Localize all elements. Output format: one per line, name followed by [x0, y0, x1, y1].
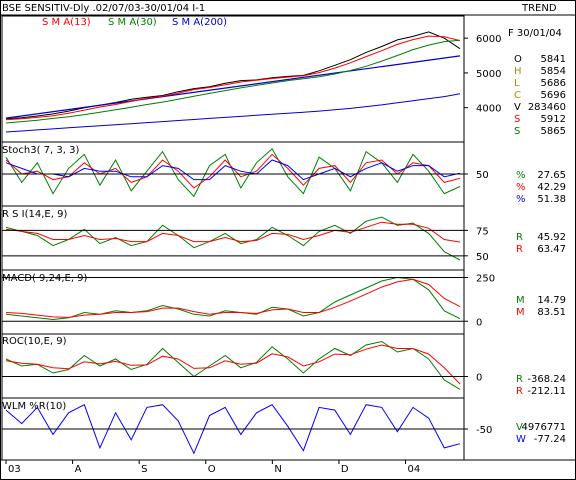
roc-value-key: R [516, 386, 523, 397]
indicator-values: % 27.65% 42.29% 51.38 R 45.92 R 63.47 M 14.79 M 83.… [516, 170, 566, 445]
roc-value: -368.24 [527, 374, 566, 385]
wlm-value: 4976771 [521, 422, 566, 433]
y-tick-label: 4000 [476, 104, 501, 115]
info-key: O [514, 54, 522, 65]
info-values: O 5841 H 5854 L 5686 C 5696 V 283460 S 5912 S 5865 [514, 54, 566, 137]
info-date: F 30/01/04 [508, 28, 562, 39]
info-value: 5912 [541, 114, 566, 125]
macd-value: 83.51 [537, 307, 566, 318]
roc-value: -212.11 [527, 386, 566, 397]
info-key: C [514, 90, 521, 101]
info-value: 5841 [541, 54, 566, 65]
roc-title: ROC(10,E, 9) [2, 336, 67, 347]
series-line-4-1 [5, 344, 461, 385]
x-tick-label: 04 [408, 464, 421, 475]
series-line-5-0 [5, 403, 461, 455]
rsi-value-key: R [516, 232, 523, 243]
rsi-value-key: R [516, 244, 523, 255]
x-tick-label: O [208, 464, 216, 475]
legend-sma13: S M A(13) [42, 17, 91, 28]
rsi-value: 63.47 [537, 244, 566, 255]
y-tick-label: 0 [476, 373, 482, 384]
wlm-value-key: W [516, 434, 526, 445]
wlm-value: -77.24 [534, 434, 566, 445]
series-line-0-2 [5, 93, 461, 133]
series-line-3-0 [5, 276, 461, 321]
y-tick-label: 0 [476, 317, 482, 328]
price-trendline [5, 55, 461, 119]
info-value: 5865 [541, 126, 566, 137]
series-layer [5, 31, 461, 455]
wlm-title: WLM %R(10) [2, 401, 66, 412]
legend-sma200: S M A(200) [172, 17, 227, 28]
macd-title: MACD( 9,24,E, 9) [2, 273, 88, 284]
info-value: 283460 [528, 102, 566, 113]
legend-sma30: S M A(30) [108, 17, 157, 28]
y-tick-label: -50 [476, 425, 492, 436]
y-tick-label: 75 [476, 226, 489, 237]
y-tick-label: 50 [476, 170, 489, 181]
info-value: 5854 [541, 66, 566, 77]
x-tick-label: 03 [8, 464, 21, 475]
macd-value-key: M [516, 295, 525, 306]
series-line-2-0 [5, 216, 461, 261]
series-line-3-1 [5, 278, 461, 318]
x-tick-label: N [274, 464, 281, 475]
series-line-4-0 [5, 340, 461, 390]
info-key: S [514, 114, 520, 125]
chart-title: BSE SENSITIV-Dly .02/07/03-30/01/04 I-1 [2, 3, 205, 14]
series-line-0-1 [5, 39, 461, 124]
macd-value-key: M [516, 307, 525, 318]
y-tick-label: 250 [476, 274, 495, 285]
x-tick-label: D [341, 464, 349, 475]
stoch-value: 51.38 [537, 194, 566, 205]
stoch-value: 27.65 [537, 170, 566, 181]
macd-value: 14.79 [537, 295, 566, 306]
info-value: 5696 [541, 90, 566, 101]
x-tick-label: A [75, 464, 82, 475]
wlm-value-key: V [516, 422, 523, 433]
series-line-2-1 [5, 221, 461, 243]
info-key: H [514, 66, 522, 77]
y-tick-label: 6000 [476, 34, 501, 45]
series-line-1-2 [5, 159, 461, 181]
roc-value-key: R [516, 374, 523, 385]
y-tick-label: 5000 [476, 69, 501, 80]
series-line-0-0 [5, 35, 461, 121]
mode-label: TREND [521, 3, 557, 14]
y-tick-label: 50 [476, 252, 489, 263]
stoch-value-key: % [516, 170, 526, 181]
panel-frames [0, 15, 576, 461]
info-key: S [514, 126, 520, 137]
rsi-value: 45.92 [537, 232, 566, 243]
stoch-value-key: % [516, 194, 526, 205]
info-key: V [514, 102, 521, 113]
stoch-value-key: % [516, 182, 526, 193]
x-tick-label: S [141, 464, 147, 475]
info-key: L [514, 78, 520, 89]
series-line-1-0 [5, 148, 461, 198]
info-value: 5686 [541, 78, 566, 89]
axis-layer: 4000 5000 6000 03 A S O N D 04 50 50 75 0 250 0 -50 [2, 34, 501, 475]
stoch-value: 42.29 [537, 182, 566, 193]
rsi-title: R S I(14,E, 9) [2, 209, 67, 220]
stoch-title: Stoch3( 7, 3, 3) [2, 145, 79, 156]
